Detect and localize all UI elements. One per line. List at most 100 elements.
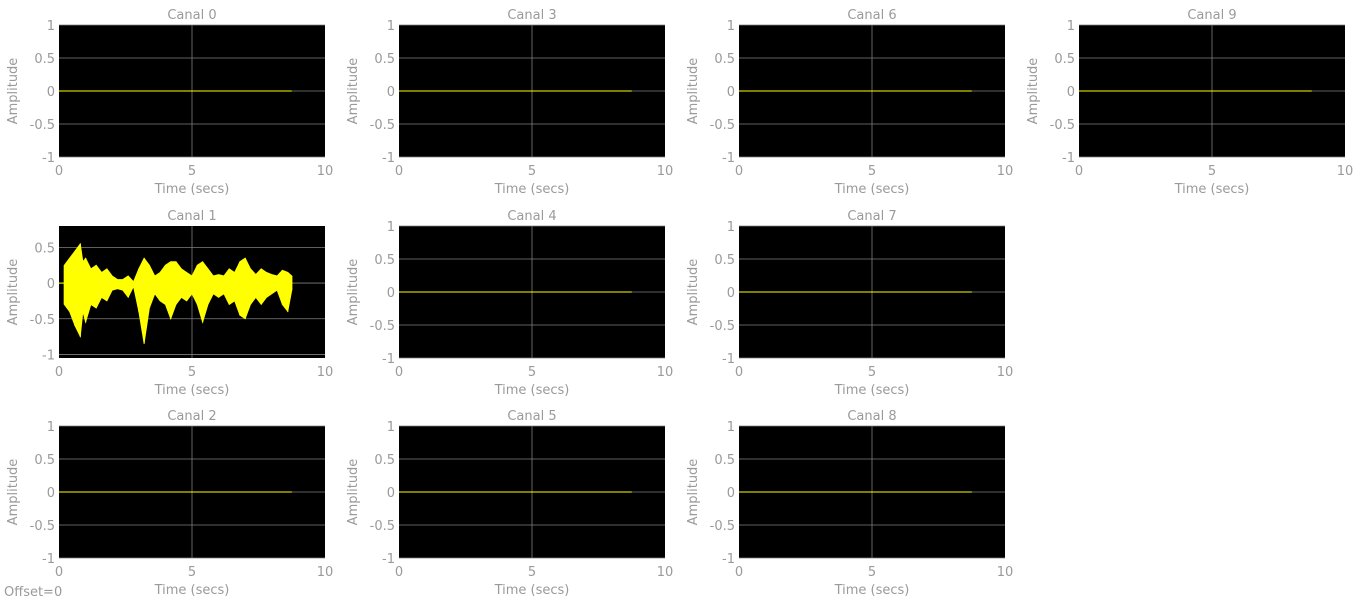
y-tick-label: 1 xyxy=(387,19,395,34)
x-tick-label: 0 xyxy=(55,565,63,580)
y-tick-label: -0.5 xyxy=(370,319,395,334)
x-tick-label: 5 xyxy=(528,565,536,580)
y-tick-label: 0.5 xyxy=(714,453,735,468)
y-tick-label: -0.5 xyxy=(30,313,55,328)
x-tick-label: 10 xyxy=(317,164,334,179)
x-tick-label: 0 xyxy=(1075,164,1083,179)
y-tick-label: -1 xyxy=(1062,151,1075,166)
x-axis-label: Time (secs) xyxy=(834,182,910,197)
x-tick-label: 10 xyxy=(997,164,1014,179)
x-tick-label: 0 xyxy=(735,164,743,179)
y-tick-label: 0.5 xyxy=(1054,52,1075,67)
y-tick-label: 0 xyxy=(727,486,735,501)
chart-title: Canal 9 xyxy=(1187,8,1236,23)
y-tick-label: 1 xyxy=(47,19,55,34)
x-tick-label: 0 xyxy=(735,365,743,380)
chart-title: Canal 7 xyxy=(847,209,896,224)
y-tick-label: 0 xyxy=(1067,85,1075,100)
x-tick-label: 5 xyxy=(528,365,536,380)
x-tick-label: 0 xyxy=(735,565,743,580)
x-axis-label: Time (secs) xyxy=(1174,182,1250,197)
y-tick-label: 0 xyxy=(727,286,735,301)
y-axis-label: Amplitude xyxy=(1026,58,1041,125)
y-tick-label: 0 xyxy=(47,486,55,501)
x-axis-label: Time (secs) xyxy=(154,383,230,398)
y-tick-label: -1 xyxy=(42,552,55,567)
y-tick-label: 1 xyxy=(387,220,395,235)
y-tick-label: -1 xyxy=(42,348,55,363)
chart-title: Canal 5 xyxy=(507,409,556,424)
x-tick-label: 5 xyxy=(1208,164,1216,179)
y-axis-label: Amplitude xyxy=(346,58,361,125)
y-tick-label: 0 xyxy=(47,85,55,100)
y-tick-label: -1 xyxy=(722,151,735,166)
y-axis-label: Amplitude xyxy=(686,459,701,526)
x-tick-label: 0 xyxy=(55,164,63,179)
y-tick-label: 1 xyxy=(387,420,395,435)
x-tick-label: 5 xyxy=(188,565,196,580)
y-tick-label: 1 xyxy=(1067,19,1075,34)
x-tick-label: 10 xyxy=(1337,164,1354,179)
y-tick-label: 0.5 xyxy=(374,453,395,468)
x-tick-label: 10 xyxy=(997,365,1014,380)
y-tick-label: 1 xyxy=(727,19,735,34)
chart-title: Canal 1 xyxy=(167,209,216,224)
y-tick-label: -1 xyxy=(382,352,395,367)
y-axis-label: Amplitude xyxy=(6,259,21,326)
x-axis-label: Time (secs) xyxy=(834,583,910,598)
x-tick-label: 10 xyxy=(317,365,334,380)
y-tick-label: 0.5 xyxy=(34,52,55,67)
y-tick-label: -0.5 xyxy=(30,118,55,133)
y-axis-label: Amplitude xyxy=(6,58,21,125)
y-tick-label: 0.5 xyxy=(34,453,55,468)
y-axis-label: Amplitude xyxy=(346,459,361,526)
x-tick-label: 5 xyxy=(868,164,876,179)
chart-title: Canal 6 xyxy=(847,8,896,23)
y-tick-label: -0.5 xyxy=(710,319,735,334)
y-axis-label: Amplitude xyxy=(686,259,701,326)
x-axis-label: Time (secs) xyxy=(154,182,230,197)
x-tick-label: 0 xyxy=(395,365,403,380)
x-tick-label: 0 xyxy=(395,565,403,580)
x-tick-label: 5 xyxy=(868,565,876,580)
x-axis-label: Time (secs) xyxy=(154,583,230,598)
x-axis-label: Time (secs) xyxy=(834,383,910,398)
y-tick-label: -0.5 xyxy=(370,118,395,133)
y-tick-label: 0.5 xyxy=(374,253,395,268)
y-tick-label: -0.5 xyxy=(710,118,735,133)
x-tick-label: 10 xyxy=(317,565,334,580)
y-tick-label: 0.5 xyxy=(714,52,735,67)
y-tick-label: -0.5 xyxy=(710,519,735,534)
x-tick-label: 10 xyxy=(657,164,674,179)
chart-title: Canal 2 xyxy=(167,409,216,424)
y-tick-label: 0 xyxy=(387,85,395,100)
y-axis-label: Amplitude xyxy=(686,58,701,125)
x-tick-label: 10 xyxy=(997,565,1014,580)
y-tick-label: -1 xyxy=(382,552,395,567)
chart-title: Canal 8 xyxy=(847,409,896,424)
x-axis-label: Time (secs) xyxy=(494,383,570,398)
y-tick-label: 0 xyxy=(47,277,55,292)
y-tick-label: -1 xyxy=(382,151,395,166)
y-tick-label: 0 xyxy=(727,85,735,100)
y-tick-label: 0.5 xyxy=(34,241,55,256)
y-tick-label: 1 xyxy=(727,220,735,235)
chart-title: Canal 3 xyxy=(507,8,556,23)
x-tick-label: 0 xyxy=(395,164,403,179)
y-tick-label: -1 xyxy=(42,151,55,166)
x-tick-label: 0 xyxy=(55,365,63,380)
y-tick-label: 0.5 xyxy=(714,253,735,268)
x-tick-label: 5 xyxy=(188,164,196,179)
x-axis-label: Time (secs) xyxy=(494,182,570,197)
y-tick-label: -1 xyxy=(722,552,735,567)
y-tick-label: 1 xyxy=(47,420,55,435)
chart-title: Canal 0 xyxy=(167,8,216,23)
y-tick-label: -1 xyxy=(722,352,735,367)
